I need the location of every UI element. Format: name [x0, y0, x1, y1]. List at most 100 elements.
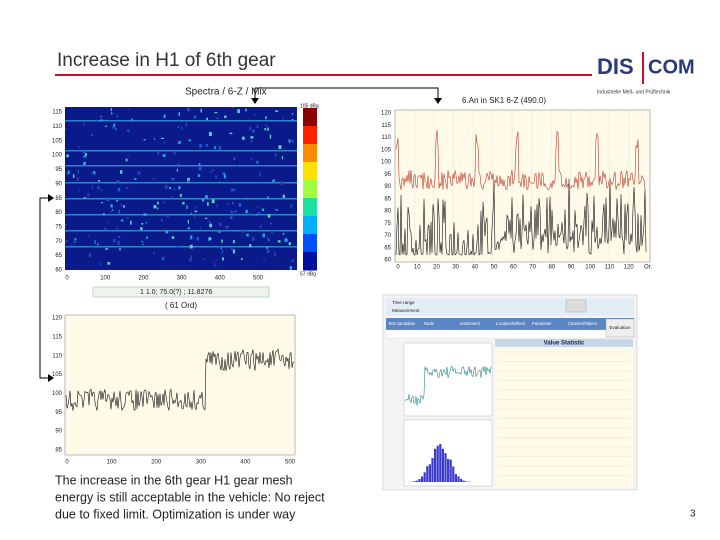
spectral-speck	[90, 134, 93, 136]
spectral-speck	[262, 233, 265, 238]
spectral-speck	[102, 213, 105, 216]
spectral-speck	[209, 237, 212, 240]
spectral-speck	[200, 108, 202, 113]
order-label: ( 61 Ord)	[165, 301, 197, 310]
spectral-speck	[274, 153, 277, 157]
sw-column-label: Instrument	[460, 321, 481, 326]
spectral-speck	[230, 216, 233, 220]
spectral-speck	[83, 155, 85, 158]
spectral-speck	[85, 153, 87, 157]
spectral-speck	[99, 189, 103, 191]
spectral-speck	[288, 242, 292, 246]
spectral-speck	[84, 155, 87, 159]
logo: DIS COM Industrielle Meß- und Prüftechni…	[597, 52, 695, 95]
caption-line: The increase in the 6th gear H1 gear mes…	[55, 473, 293, 487]
x-tick-label: 30	[452, 265, 459, 271]
y-tick-label: 75	[384, 221, 391, 227]
spectral-speck	[178, 112, 180, 116]
y-tick-label: 90	[55, 429, 62, 435]
spectral-speck	[93, 171, 96, 175]
spectral-speck	[221, 239, 223, 243]
y-tick-label: 70	[384, 233, 391, 239]
y-tick-label: 105	[52, 138, 63, 144]
colorbar-step	[303, 216, 317, 235]
spectral-speck	[120, 203, 122, 208]
spectral-speck	[65, 240, 69, 242]
y-tick-label: 105	[381, 147, 392, 153]
spectral-speck	[256, 124, 259, 128]
spectral-speck	[230, 188, 233, 192]
sw-header-bar	[386, 318, 634, 330]
y-tick-label: 120	[381, 111, 392, 117]
y-tick-label: 60	[384, 258, 391, 264]
spectral-speck	[162, 256, 165, 261]
sw-hist-bar	[441, 448, 444, 482]
spectral-speck	[291, 139, 294, 143]
y-tick-label: 70	[55, 239, 62, 245]
sw-column-label: Node	[424, 321, 435, 326]
spectral-speck	[123, 205, 125, 208]
spectral-speck	[199, 227, 202, 230]
spectral-speck	[266, 249, 270, 254]
spectral-speck	[208, 197, 211, 199]
sw-hist-bar	[431, 458, 434, 482]
sw-option: Measurement	[392, 308, 420, 313]
spectral-speck	[142, 243, 144, 245]
spectral-speck	[245, 209, 248, 214]
spectral-speck	[83, 122, 85, 126]
sw-eval-label: Evaluation	[609, 325, 631, 330]
sw-hist-bar	[439, 443, 442, 482]
spectral-speck	[238, 203, 242, 207]
x-tick-label: 50	[491, 265, 498, 271]
sw-eval-button	[605, 318, 635, 338]
spectral-speck	[246, 233, 249, 237]
sw-hist-bar	[434, 448, 437, 482]
spectral-speck	[113, 123, 116, 127]
spectral-speck	[245, 108, 247, 112]
spectral-speck	[224, 115, 227, 119]
sw-hist-bar	[428, 464, 431, 482]
spectral-speck	[117, 236, 121, 238]
spectral-speck	[137, 171, 141, 175]
spectral-speck	[65, 224, 67, 226]
spectral-speck	[112, 125, 115, 129]
x-tick-label: 20	[433, 265, 440, 271]
spectral-speck	[176, 168, 179, 172]
spectral-speck	[214, 112, 218, 114]
trend-chart: 120 115 110 105 100 95 90 850 100 200 300 400 500	[52, 314, 296, 466]
spectral-speck	[198, 167, 202, 171]
sw-hist-bar	[413, 481, 416, 482]
colorbar-step	[303, 252, 317, 271]
spectral-speck	[196, 236, 199, 241]
spectral-speck	[171, 236, 175, 239]
spectral-speck	[227, 203, 230, 206]
spectral-speck	[232, 202, 234, 204]
spectral-speck	[250, 136, 254, 139]
sw-hist-bar	[423, 472, 426, 482]
y-tick-label: 85	[384, 196, 391, 202]
spectral-speck	[208, 237, 211, 241]
sw-columns: Test candidate Node Instrument Location/Whe…	[388, 321, 598, 326]
spectral-speck	[76, 177, 80, 181]
spectral-speck	[152, 178, 155, 180]
sw-trend-plot	[403, 342, 493, 417]
spectrogram-title: Spectra / 6-Z / Mix	[185, 87, 267, 98]
spectral-speck	[257, 212, 261, 215]
order-chart-title: 6.An in SK1 6-Z (490.0)	[462, 96, 546, 105]
arrow-head	[434, 98, 442, 104]
spectral-speck	[267, 196, 269, 200]
spectral-speck	[82, 150, 86, 154]
spectral-speck	[230, 248, 233, 250]
trend-chart-plot	[64, 314, 296, 456]
y-tick-label: 90	[384, 184, 391, 190]
spectral-speck	[166, 214, 169, 218]
spectral-speck	[223, 174, 226, 179]
y-tick-label: 90	[55, 181, 62, 187]
spectral-speck	[282, 116, 284, 118]
spectral-speck	[234, 210, 237, 213]
spectral-band	[65, 182, 297, 184]
arrow-head	[251, 98, 259, 104]
spectral-speck	[259, 172, 262, 177]
spectral-speck	[278, 145, 282, 149]
